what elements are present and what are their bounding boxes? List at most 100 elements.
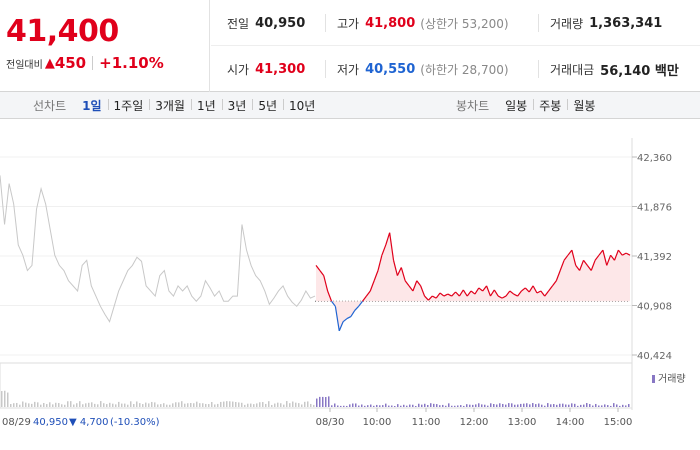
volume-bar xyxy=(109,402,111,407)
y-tick-label: 41,392 xyxy=(637,252,672,263)
change-amount: 450 xyxy=(54,54,87,72)
period-1y-tab[interactable]: 1년 xyxy=(190,97,222,114)
volume-bar xyxy=(577,405,579,407)
today-line-segment xyxy=(323,275,329,292)
volume-bar xyxy=(586,403,588,407)
today-line-segment xyxy=(555,270,561,281)
volume-bar xyxy=(190,403,192,407)
volume-bar xyxy=(553,404,555,407)
stat-label: 거래량 xyxy=(550,16,584,31)
candle-weekly-tab[interactable]: 주봉 xyxy=(533,97,567,114)
today-line-segment xyxy=(435,292,441,299)
volume-bar xyxy=(205,403,207,407)
volume-bar xyxy=(469,404,471,407)
volume-bar xyxy=(10,404,12,407)
candle-monthly-tab[interactable]: 월봉 xyxy=(567,97,601,114)
volume-bar xyxy=(301,404,303,407)
volume-bar xyxy=(16,402,18,407)
volume-bar xyxy=(364,405,366,407)
volume-bar xyxy=(202,403,204,407)
volume-bar xyxy=(280,403,282,407)
period-3m-tab[interactable]: 3개월 xyxy=(149,97,191,114)
volume-bar xyxy=(331,405,333,407)
volume-bar xyxy=(25,402,27,407)
volume-bar xyxy=(424,403,426,407)
volume-bar xyxy=(298,403,300,407)
volume-bar xyxy=(241,402,243,407)
volume-bar xyxy=(367,405,369,407)
volume-bar xyxy=(472,404,474,407)
volume-bar xyxy=(490,403,492,407)
today-line-segment xyxy=(509,290,515,295)
today-line-segment xyxy=(528,285,534,293)
volume-bar xyxy=(334,403,336,407)
volume-bar xyxy=(520,403,522,407)
today-line-segment xyxy=(544,290,550,297)
volume-bar xyxy=(283,404,285,407)
today-line-segment xyxy=(381,244,387,256)
volume-bar xyxy=(145,402,147,407)
volume-bar xyxy=(28,403,30,407)
volume-bar xyxy=(523,403,525,407)
volume-bar xyxy=(544,405,546,407)
today-line-segment xyxy=(350,310,356,317)
volume-bar xyxy=(502,403,504,407)
volume-bar xyxy=(112,403,114,407)
volume-bar xyxy=(406,405,408,407)
y-tick-label: 42,360 xyxy=(637,153,672,164)
today-line-segment xyxy=(563,254,569,261)
today-line-segment xyxy=(358,300,363,307)
volume-bar xyxy=(19,404,21,407)
today-line-segment xyxy=(424,295,429,301)
volume-bar xyxy=(397,404,399,407)
today-line-segment xyxy=(579,260,585,271)
y-axis-ticks: 42,360 41,876 41,392 40,908 40,424 xyxy=(632,153,672,362)
period-1w-tab[interactable]: 1주일 xyxy=(107,97,150,114)
period-3y-tab[interactable]: 3년 xyxy=(221,97,253,114)
today-line-segment xyxy=(420,285,426,297)
today-line-segment xyxy=(466,290,472,297)
volume-bar xyxy=(151,401,153,407)
volume-bar xyxy=(244,404,246,407)
volume-bar xyxy=(178,402,180,407)
volume-bar xyxy=(343,405,345,407)
today-line-segment xyxy=(451,291,456,297)
today-line-segment xyxy=(501,295,507,299)
stat-low: 저가 40,550 (하한가 28,700) xyxy=(337,46,509,92)
period-5y-tab[interactable]: 5년 xyxy=(252,97,283,114)
volume-bar xyxy=(142,404,144,407)
volume-bar xyxy=(565,404,567,407)
today-line-segment xyxy=(559,260,565,271)
volume-bar xyxy=(460,405,462,407)
today-line-segment xyxy=(462,289,468,297)
period-1d-tab[interactable]: 1일 xyxy=(82,99,102,113)
volume-bar xyxy=(319,396,321,407)
today-line-segment xyxy=(602,249,608,266)
volume-bar xyxy=(274,403,276,407)
stat-value: 1,363,341 xyxy=(589,15,663,31)
volume-bar xyxy=(433,403,435,407)
today-line-segment xyxy=(551,280,557,287)
volume-bar xyxy=(253,404,255,407)
volume-bar xyxy=(340,405,342,407)
today-line-segment xyxy=(389,232,395,261)
volume-bar xyxy=(466,404,468,407)
volume-bar xyxy=(457,405,459,407)
volume-bar xyxy=(325,397,327,407)
previous-day-line xyxy=(0,175,316,323)
price-chart: 42,360 41,876 41,392 40,908 40,424 08/30 10:0… xyxy=(0,138,686,428)
today-line-segment xyxy=(342,318,348,323)
volume-bar xyxy=(505,404,507,407)
today-line-segment xyxy=(571,249,577,266)
candle-daily-tab[interactable]: 일봉 xyxy=(505,99,528,113)
x-axis-ticks: 08/30 10:00 11:00 12:00 13:00 14:00 15:00 xyxy=(316,408,632,428)
today-line-segment xyxy=(443,293,449,297)
period-10y-tab[interactable]: 10년 xyxy=(283,97,321,114)
volume-bar xyxy=(313,404,315,407)
today-line-segment xyxy=(400,267,406,281)
today-line-segment xyxy=(606,254,612,266)
volume-bar xyxy=(613,403,615,407)
volume-bar xyxy=(232,401,234,407)
today-line-segment xyxy=(482,285,488,292)
volume-bar xyxy=(187,403,189,407)
